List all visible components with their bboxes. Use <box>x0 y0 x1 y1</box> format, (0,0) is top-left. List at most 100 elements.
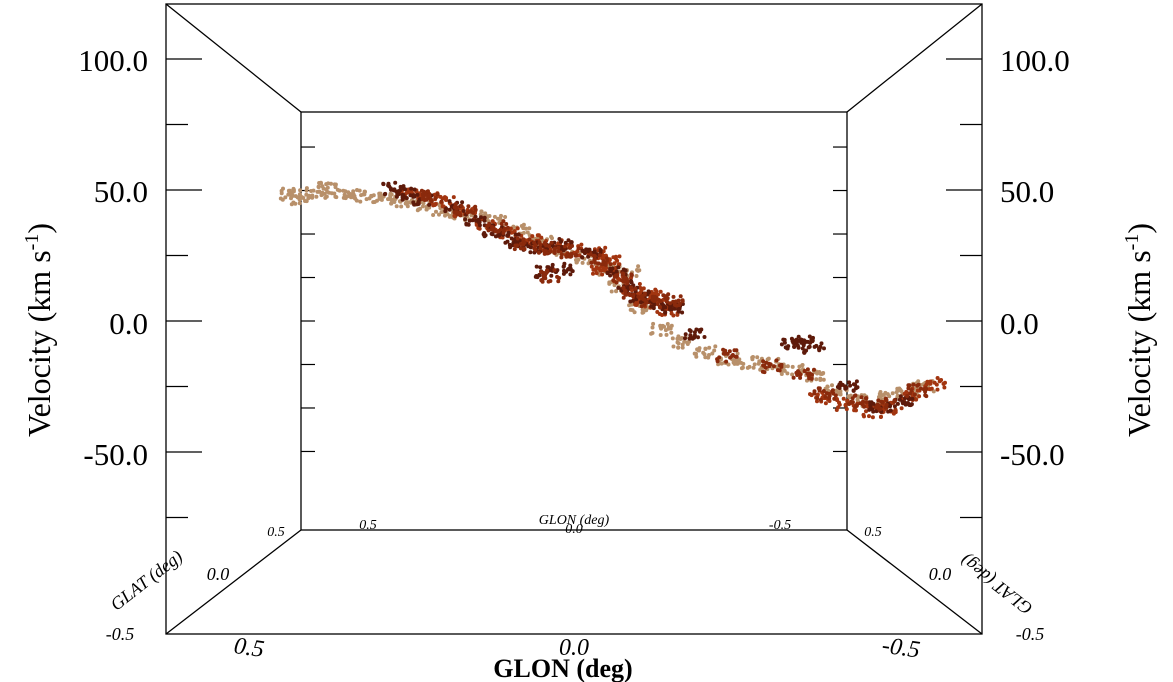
data-point <box>817 348 822 353</box>
data-point <box>653 287 658 292</box>
data-point <box>893 410 898 415</box>
data-point <box>440 204 445 209</box>
data-point <box>322 191 327 196</box>
data-point <box>675 336 680 341</box>
data-point <box>471 210 475 215</box>
data-point <box>298 188 303 193</box>
data-point <box>638 285 642 290</box>
data-point <box>457 211 462 216</box>
data-point <box>671 344 676 349</box>
data-point <box>482 218 487 223</box>
data-point <box>563 240 568 245</box>
data-point <box>487 221 492 226</box>
data-point <box>853 382 858 387</box>
data-point <box>293 201 298 206</box>
data-point <box>796 345 801 350</box>
data-point <box>447 199 452 204</box>
data-point <box>898 387 903 392</box>
data-point <box>389 197 393 202</box>
data-point <box>928 381 933 386</box>
data-point <box>807 344 812 349</box>
data-point <box>761 359 766 364</box>
data-point <box>621 295 626 300</box>
data-point <box>289 202 294 207</box>
data-point <box>333 185 338 190</box>
data-point <box>614 274 619 279</box>
data-point <box>734 348 739 353</box>
data-point <box>522 246 527 251</box>
data-point <box>683 336 687 341</box>
data-point <box>610 266 615 271</box>
data-point <box>504 222 509 226</box>
data-point <box>324 182 329 187</box>
data-point <box>522 240 527 245</box>
data-point <box>826 391 831 396</box>
data-point <box>627 293 632 298</box>
data-point <box>629 272 634 277</box>
data-point <box>303 199 307 203</box>
data-point <box>550 236 554 241</box>
data-point <box>549 273 554 278</box>
data-point <box>651 306 656 311</box>
data-point <box>623 268 628 273</box>
data-point <box>727 349 732 354</box>
data-point <box>656 297 661 302</box>
data-point <box>888 408 893 413</box>
data-point <box>854 408 858 413</box>
data-point <box>885 392 890 397</box>
data-point <box>675 340 680 345</box>
data-point <box>692 351 697 356</box>
z-tick-label-right: 0.0 <box>929 564 952 584</box>
y-axis-title-right: Velocity (km s-1) <box>1121 223 1157 437</box>
data-point <box>854 403 859 408</box>
y-tick-label-left: 100.0 <box>78 43 148 78</box>
data-point <box>541 273 546 278</box>
data-point <box>653 298 658 303</box>
data-point <box>597 266 601 271</box>
data-point <box>503 215 508 219</box>
data-point <box>621 286 626 290</box>
data-point <box>454 205 459 210</box>
edge-bottom-left <box>165 529 302 635</box>
data-point <box>867 414 871 419</box>
data-point <box>906 383 911 388</box>
data-point <box>676 345 681 350</box>
data-point <box>855 385 860 390</box>
data-point <box>781 337 786 342</box>
data-point <box>809 337 814 342</box>
data-point <box>672 302 677 307</box>
data-point <box>534 264 539 269</box>
x-tick-label: 0.0 <box>559 635 589 661</box>
data-point <box>837 402 842 407</box>
data-point <box>279 191 284 196</box>
data-point <box>861 412 866 417</box>
data-point <box>582 251 587 256</box>
data-point <box>573 253 578 258</box>
z-tick-label-right: -0.5 <box>1016 624 1045 644</box>
data-point <box>774 358 779 363</box>
data-point <box>662 324 667 329</box>
data-point <box>817 386 822 391</box>
data-point <box>499 221 504 226</box>
data-point <box>668 301 673 306</box>
data-point <box>915 388 920 393</box>
data-point <box>315 189 320 194</box>
data-point <box>316 185 321 190</box>
data-point <box>433 196 438 201</box>
data-point <box>515 236 520 241</box>
data-point <box>601 259 606 264</box>
data-point <box>838 391 843 396</box>
data-point <box>819 341 824 346</box>
data-point <box>823 394 828 399</box>
data-point <box>320 184 325 189</box>
data-point <box>603 245 608 250</box>
data-point <box>827 396 832 401</box>
data-point <box>868 404 873 409</box>
data-point <box>710 351 715 356</box>
y-tick-label-left: 0.0 <box>109 306 148 341</box>
data-point <box>665 322 670 326</box>
data-point <box>355 188 359 192</box>
data-point <box>537 273 542 278</box>
data-point <box>646 289 651 294</box>
